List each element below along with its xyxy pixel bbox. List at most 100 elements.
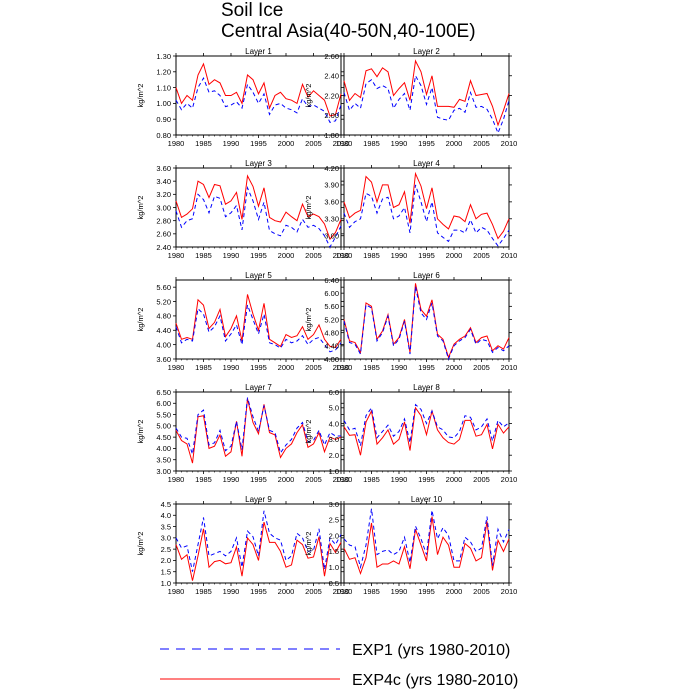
y-axis-label: kg/m^2: [136, 196, 145, 220]
y-tick-label: 3.60: [324, 198, 339, 207]
x-tick-label: 2005: [305, 363, 322, 372]
series-exp4c-line: [175, 174, 342, 241]
y-tick-label: 2.60: [324, 52, 339, 61]
y-tick-label: 4.40: [156, 326, 171, 335]
y-tick-label: 5.0: [329, 404, 339, 413]
series-exp1-line: [175, 76, 342, 123]
y-tick-label: 2.60: [156, 230, 171, 239]
x-tick-label: 1980: [336, 363, 353, 372]
x-tick-label: 1980: [336, 475, 353, 484]
panel-frame: [343, 391, 510, 472]
x-tick-label: 1995: [250, 251, 267, 260]
y-tick-label: 1.0: [329, 467, 339, 476]
y-tick-label: 3.00: [156, 467, 171, 476]
series-exp1-line: [175, 397, 341, 455]
y-tick-label: 2.5: [329, 516, 339, 525]
y-tick-label: 4.0: [329, 419, 339, 428]
y-tick-label: 5.20: [156, 297, 171, 306]
x-tick-label: 1990: [223, 587, 240, 596]
x-tick-label: 2010: [501, 587, 518, 596]
y-tick-label: 1.0: [161, 579, 171, 588]
y-tick-label: 2.20: [324, 91, 339, 100]
y-axis-label: kg/m^2: [304, 420, 313, 444]
x-tick-label: 1985: [195, 587, 212, 596]
y-tick-label: 4.00: [156, 340, 171, 349]
y-axis-label: kg/m^2: [304, 196, 313, 220]
x-tick-label: 1985: [195, 139, 212, 148]
y-tick-label: 2.00: [324, 111, 339, 120]
series-exp1-line: [343, 74, 510, 135]
panel-9: Layer 9 1.0 1.5 2.0 2.5 3.0 3.5 4.0 4.5 1980 1985 1…: [136, 495, 349, 596]
series-exp4c-line: [343, 59, 510, 127]
y-tick-label: 3.0: [329, 500, 339, 509]
x-tick-label: 1980: [168, 251, 185, 260]
x-tick-label: 2005: [473, 251, 490, 260]
y-tick-label: 2.40: [156, 243, 171, 252]
y-tick-label: 4.5: [161, 500, 171, 509]
x-tick-label: 2010: [501, 475, 518, 484]
series-exp4c-line: [343, 516, 510, 576]
y-tick-label: 0.5: [329, 579, 339, 588]
x-tick-label: 1995: [250, 587, 267, 596]
y-tick-label: 2.0: [329, 531, 339, 540]
y-tick-label: 1.30: [156, 52, 171, 61]
x-tick-label: 1995: [250, 475, 267, 484]
x-tick-label: 1995: [418, 587, 435, 596]
y-tick-label: 3.00: [324, 232, 339, 241]
series-exp4c-line: [343, 283, 510, 359]
x-tick-label: 1985: [363, 475, 380, 484]
x-tick-label: 2005: [473, 363, 490, 372]
series-exp1-line: [343, 286, 510, 361]
x-tick-label: 2005: [305, 587, 322, 596]
y-tick-label: 6.50: [156, 388, 171, 397]
legend: EXP1 (yrs 1980-2010) EXP4c (yrs 1980-2010…: [160, 642, 518, 689]
x-tick-label: 2010: [501, 139, 518, 148]
y-tick-label: 1.5: [329, 547, 339, 556]
y-tick-label: 2.0: [161, 556, 171, 565]
x-tick-label: 2000: [446, 363, 463, 372]
panel-title: Layer 5: [245, 271, 272, 280]
x-tick-label: 2000: [278, 475, 295, 484]
x-tick-label: 1995: [418, 251, 435, 260]
y-tick-label: 2.40: [324, 72, 339, 81]
x-tick-label: 1985: [363, 139, 380, 148]
page-title: Soil Ice Central Asia(40-50N,40-100E): [221, 0, 476, 42]
panel-6: Layer 6 4.00 4.40 4.80 5.20 5.60 6.00 6.40 1980 1…: [304, 271, 517, 372]
y-tick-label: 2.80: [156, 216, 171, 225]
x-tick-label: 1995: [250, 363, 267, 372]
x-tick-label: 1990: [223, 251, 240, 260]
x-tick-label: 2005: [473, 587, 490, 596]
x-tick-label: 1980: [168, 139, 185, 148]
y-tick-label: 4.00: [324, 355, 339, 364]
x-tick-label: 2005: [473, 475, 490, 484]
x-tick-label: 2005: [305, 475, 322, 484]
legend-label-1: EXP1 (yrs 1980-2010): [352, 642, 510, 659]
panel-10: Layer 10 0.5 1.0 1.5 2.0 2.5 3.0 1980 1985 1990 19…: [304, 495, 517, 596]
y-tick-label: 3.40: [156, 177, 171, 186]
panel-3: Layer 3 2.40 2.60 2.80 3.00 3.20 3.40 3.60 1980 1…: [136, 159, 349, 260]
panel-7: Layer 7 3.00 3.50 4.00 4.50 5.00 5.50 6.00 6.50 1…: [136, 383, 349, 484]
x-tick-label: 1990: [391, 251, 408, 260]
series-exp1-line: [175, 510, 342, 572]
series-exp1-line: [343, 508, 510, 570]
x-tick-label: 2010: [333, 363, 350, 372]
y-tick-label: 4.50: [156, 433, 171, 442]
series-exp4c-line: [175, 294, 342, 349]
x-tick-label: 1985: [195, 475, 212, 484]
y-tick-label: 5.20: [324, 315, 339, 324]
y-tick-label: 3.50: [156, 456, 171, 465]
y-tick-label: 4.80: [156, 312, 171, 321]
panel-title: Layer 7: [245, 383, 272, 392]
x-tick-label: 1995: [418, 475, 435, 484]
x-tick-label: 1990: [391, 587, 408, 596]
y-tick-label: 5.50: [156, 410, 171, 419]
x-tick-label: 1985: [363, 363, 380, 372]
x-tick-label: 2000: [278, 363, 295, 372]
y-tick-label: 3.0: [329, 435, 339, 444]
y-tick-label: 1.20: [156, 68, 171, 77]
y-tick-label: 1.10: [156, 83, 171, 92]
y-tick-label: 5.00: [156, 422, 171, 431]
series-exp4c-line: [175, 398, 342, 464]
x-tick-label: 2000: [278, 587, 295, 596]
